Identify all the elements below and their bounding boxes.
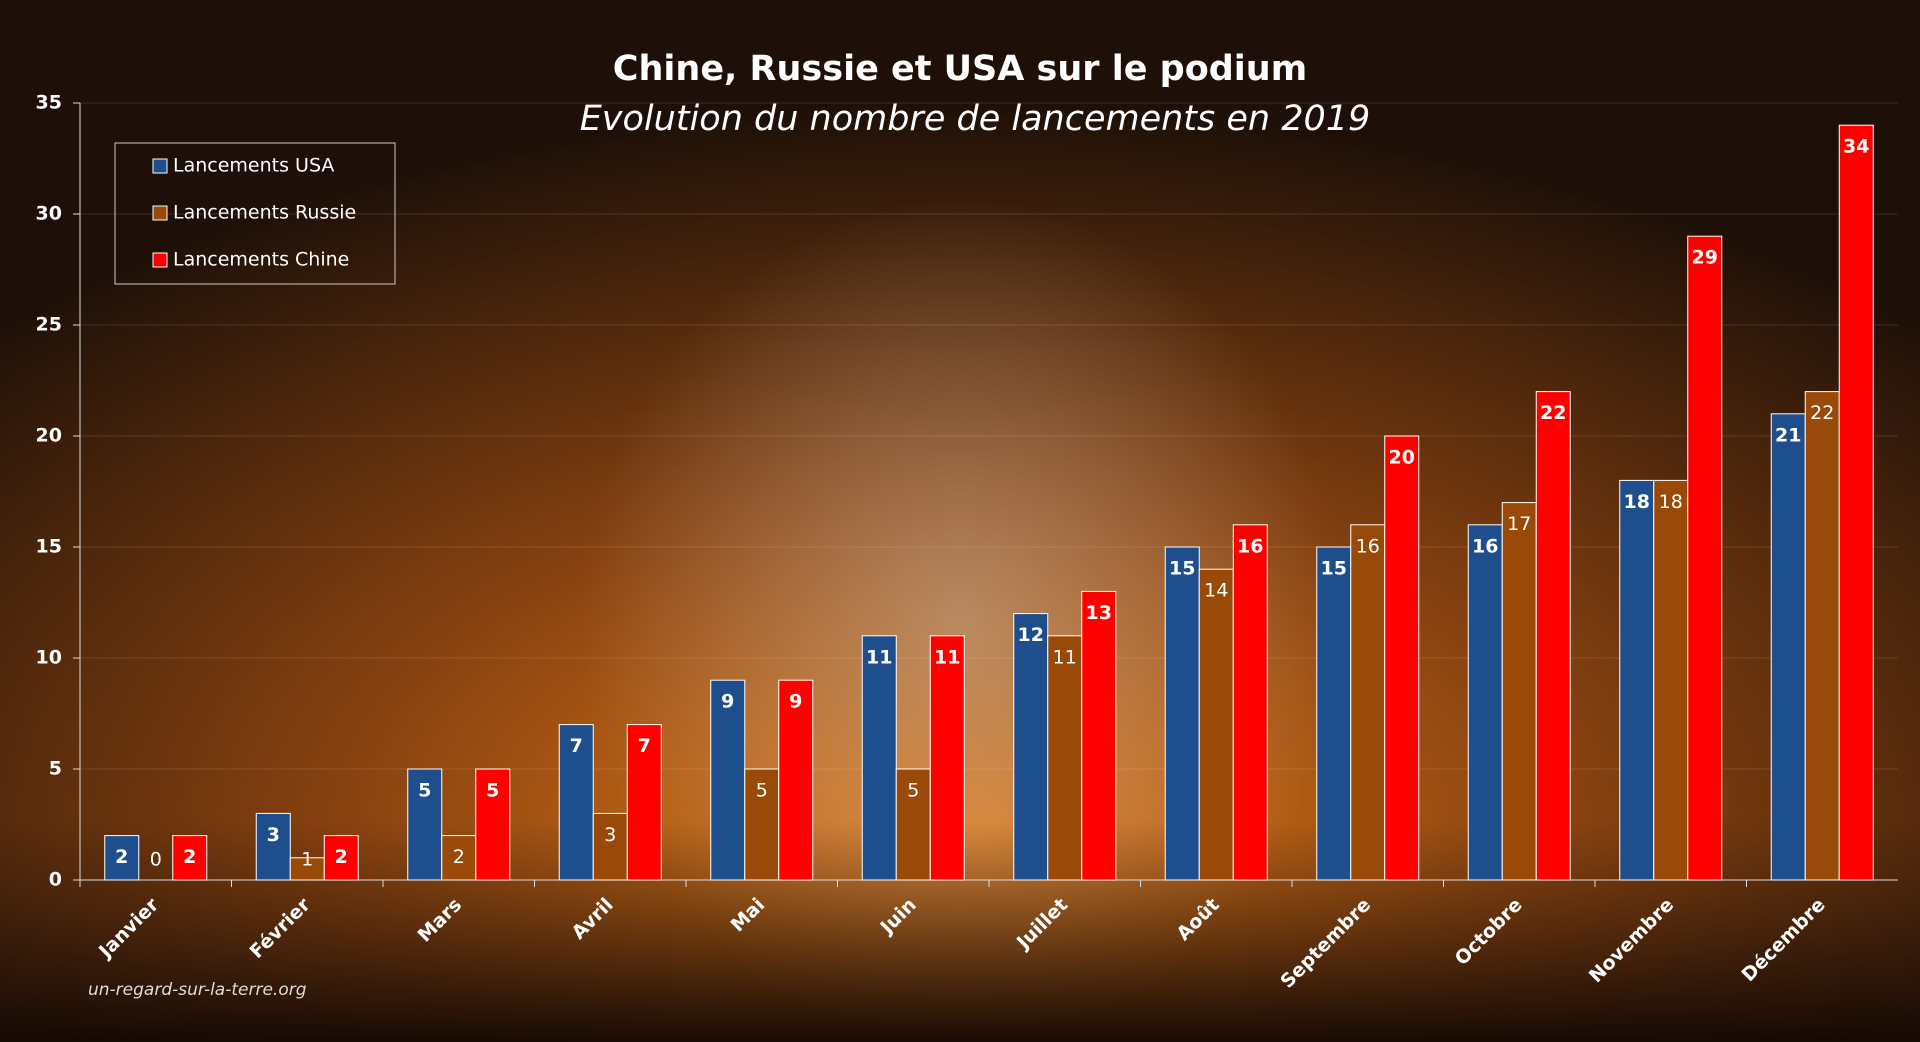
- bar: [1081, 590, 1117, 881]
- value-label: 29: [1692, 247, 1718, 269]
- bar: [861, 635, 897, 881]
- bar: [1350, 524, 1386, 881]
- value-label: 9: [789, 691, 802, 713]
- bar: [744, 768, 780, 881]
- value-label: 16: [1237, 535, 1263, 557]
- value-label: 12: [1018, 624, 1044, 646]
- legend-swatch: [152, 252, 168, 268]
- value-label: 16: [1356, 535, 1380, 557]
- legend-label: Lancements Chine: [173, 249, 349, 271]
- bar: [1619, 479, 1655, 881]
- value-label: 7: [638, 735, 651, 757]
- source: un-regard-sur-la-terre.org: [88, 980, 307, 1000]
- bar: [1501, 502, 1537, 881]
- value-label: 0: [150, 849, 162, 871]
- bar: [1653, 479, 1689, 881]
- bar: [1770, 413, 1806, 881]
- value-label: 11: [866, 646, 892, 668]
- value-label: 22: [1540, 402, 1566, 424]
- value-label: 11: [1053, 646, 1077, 668]
- legend-swatch: [152, 205, 168, 221]
- value-label: 17: [1507, 513, 1531, 535]
- value-label: 2: [115, 846, 128, 868]
- value-label: 9: [721, 691, 734, 713]
- bar: [1164, 546, 1200, 881]
- y-tick-label: 10: [36, 647, 62, 669]
- bar: [441, 835, 477, 881]
- bar: [323, 835, 359, 881]
- value-label: 21: [1775, 424, 1801, 446]
- value-label: 2: [335, 846, 348, 868]
- value-label: 22: [1810, 402, 1834, 424]
- bar: [1535, 391, 1571, 881]
- value-label: 7: [570, 735, 583, 757]
- y-tick-label: 15: [36, 536, 62, 558]
- bar: [626, 724, 662, 881]
- bar: [1687, 235, 1723, 881]
- bar: [1013, 613, 1049, 881]
- bar: [1804, 391, 1840, 881]
- y-tick-label: 25: [36, 314, 62, 336]
- value-label: 16: [1472, 535, 1498, 557]
- bar: [1467, 524, 1503, 881]
- bar: [558, 724, 594, 881]
- value-label: 1: [301, 849, 313, 871]
- chart-subtitle: Evolution du nombre de lancements en 201…: [580, 99, 1371, 139]
- legend-label: Lancements USA: [173, 155, 334, 177]
- value-label: 5: [907, 780, 919, 802]
- value-label: 2: [453, 846, 465, 868]
- y-tick-label: 5: [49, 758, 62, 780]
- legend-label: Lancements Russie: [173, 202, 356, 224]
- bar: [895, 768, 931, 881]
- bar: [778, 679, 814, 881]
- value-label: 18: [1624, 491, 1650, 513]
- y-tick-label: 35: [36, 92, 62, 114]
- value-label: 18: [1659, 491, 1683, 513]
- chart-title: Chine, Russie et USA sur le podium: [613, 49, 1307, 89]
- bar: [1198, 568, 1234, 881]
- value-label: 13: [1086, 602, 1112, 624]
- bar: [255, 812, 291, 881]
- y-tick-label: 30: [36, 203, 62, 225]
- value-label: 11: [934, 646, 960, 668]
- y-tick-label: 0: [49, 869, 62, 891]
- bar: [1838, 124, 1874, 881]
- legend-swatch: [152, 158, 168, 174]
- value-label: 3: [267, 824, 280, 846]
- bar: [407, 768, 443, 881]
- value-label: 15: [1321, 558, 1347, 580]
- bar: [104, 835, 140, 881]
- bar: [929, 635, 965, 881]
- value-label: 5: [756, 780, 768, 802]
- bar: [475, 768, 511, 881]
- bar: [1316, 546, 1352, 881]
- bar: [1384, 435, 1420, 881]
- value-label: 15: [1169, 558, 1195, 580]
- value-label: 34: [1843, 136, 1869, 158]
- bar: [172, 835, 208, 881]
- y-tick-label: 20: [36, 425, 62, 447]
- bar: [1232, 524, 1268, 881]
- bar: [1047, 635, 1083, 881]
- bar: [592, 812, 628, 881]
- value-label: 20: [1389, 447, 1415, 469]
- value-label: 2: [183, 846, 196, 868]
- value-label: 14: [1204, 580, 1228, 602]
- legend-box: [114, 142, 396, 285]
- value-label: 5: [486, 780, 499, 802]
- value-label: 5: [418, 780, 431, 802]
- value-label: 3: [604, 824, 616, 846]
